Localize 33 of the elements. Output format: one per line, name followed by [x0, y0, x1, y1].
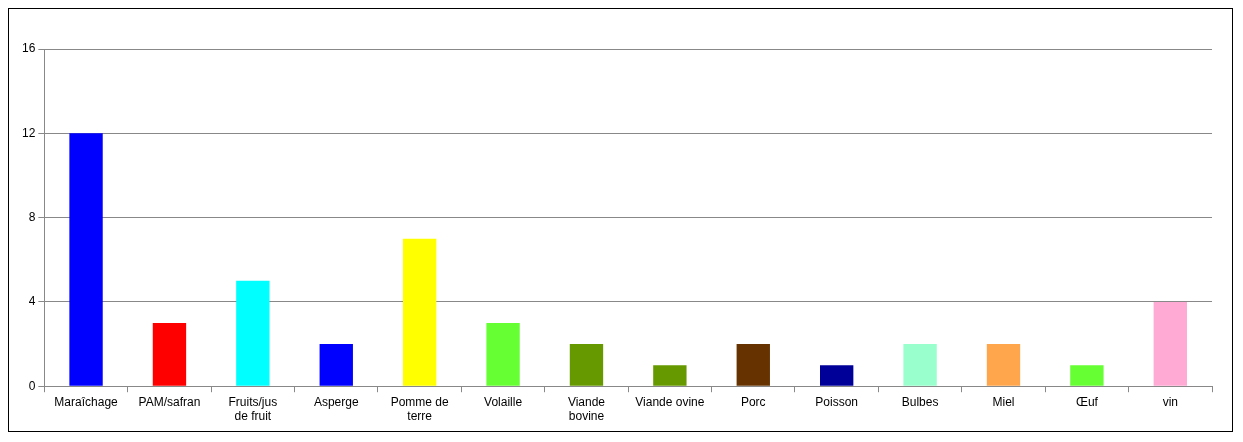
y-tick-label: 12 — [21, 125, 36, 140]
x-tick-label: Bulbes — [901, 394, 939, 409]
bar — [986, 344, 1021, 386]
x-tick-label: Miel — [992, 394, 1015, 409]
bar — [152, 322, 187, 386]
x-tick-label: Porc — [740, 394, 766, 409]
x-tick-label: Fruits/jus de fruit — [228, 394, 278, 424]
bar — [903, 344, 937, 386]
bar — [486, 322, 520, 386]
bar — [1153, 301, 1187, 386]
bar — [319, 344, 353, 386]
x-tick-label: Pomme de terre — [390, 394, 449, 424]
y-tick-label: 0 — [28, 378, 36, 393]
bar — [736, 344, 770, 386]
y-tick-label: 16 — [21, 41, 36, 56]
x-tick-label: Œuf — [1075, 394, 1099, 409]
bar — [653, 365, 687, 386]
bar — [69, 133, 103, 386]
x-tick-label: Poisson — [815, 394, 859, 409]
bar — [820, 365, 854, 386]
x-tick-label: Viande bovine — [567, 394, 606, 424]
x-tick-label: PAM/safran — [138, 394, 201, 409]
y-tick-label: 8 — [28, 209, 36, 224]
bar — [402, 238, 437, 386]
y-tick-label: 4 — [28, 294, 36, 309]
bar — [236, 280, 270, 386]
bar — [569, 344, 604, 386]
x-tick-label: vin — [1162, 394, 1178, 409]
x-tick-label: Volaille — [484, 394, 523, 409]
bar — [1070, 365, 1104, 386]
x-tick-label: Viande ovine — [635, 394, 705, 409]
x-tick-label: Asperge — [313, 394, 359, 409]
x-tick-label: Maraîchage — [54, 394, 119, 409]
